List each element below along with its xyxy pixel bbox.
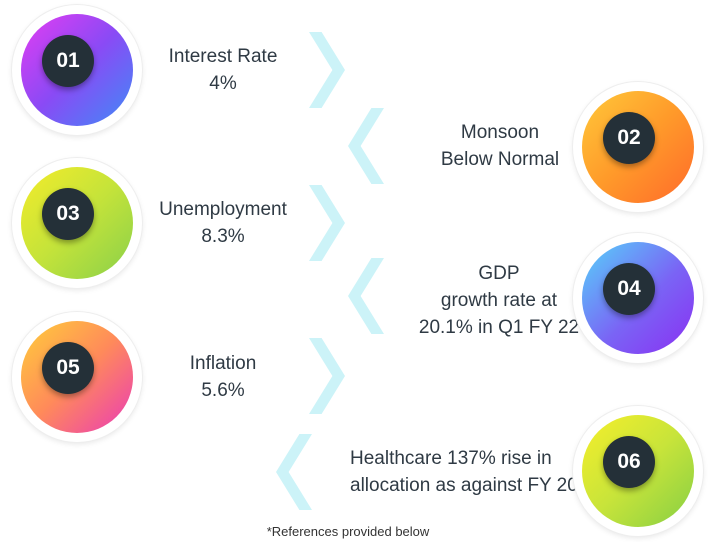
- badge-number: 02: [603, 112, 655, 164]
- badge-04: 04: [573, 233, 703, 363]
- badge-02: 02: [573, 82, 703, 212]
- indicator-card-01: Interest Rate 4%: [118, 36, 328, 104]
- chevron-left-icon: [348, 108, 384, 184]
- card-value: 8.3%: [201, 226, 245, 247]
- indicator-card-05: Inflation 5.6%: [118, 342, 328, 412]
- card-title: GDP: [478, 262, 520, 284]
- card-title: Unemployment: [159, 199, 287, 220]
- indicator-card-06: Healthcare 137% rise in allocation as ag…: [316, 436, 606, 508]
- indicator-card-04: GDP growth rate at 20.1% in Q1 FY 22: [392, 258, 606, 342]
- badge-number: 03: [42, 188, 94, 240]
- chevron-left-icon: [276, 434, 312, 510]
- badge-01: 01: [12, 5, 142, 135]
- card-title: Inflation: [189, 353, 257, 374]
- card-value: allocation as against FY 20: [350, 475, 578, 496]
- card-value: Below Normal: [440, 149, 560, 170]
- badge-number: 05: [42, 342, 94, 394]
- badge-05: 05: [12, 312, 142, 442]
- card-line: growth rate at: [440, 289, 558, 311]
- badge-number: 06: [603, 436, 655, 488]
- badge-number: 01: [42, 35, 94, 87]
- badge-number: 04: [603, 263, 655, 315]
- chevron-left-icon: [348, 258, 384, 334]
- indicator-card-02: Monsoon Below Normal: [394, 110, 606, 182]
- card-title: Interest Rate: [168, 46, 278, 67]
- card-title: Monsoon: [460, 122, 540, 143]
- badge-06: 06: [573, 406, 703, 536]
- card-title: Healthcare 137% rise in: [350, 448, 552, 469]
- badge-03: 03: [12, 158, 142, 288]
- card-value: 20.1% in Q1 FY 22: [418, 316, 580, 338]
- card-value: 4%: [209, 73, 237, 94]
- card-value: 5.6%: [201, 380, 245, 401]
- footnote: *References provided below: [266, 524, 430, 539]
- indicator-card-03: Unemployment 8.3%: [118, 188, 328, 258]
